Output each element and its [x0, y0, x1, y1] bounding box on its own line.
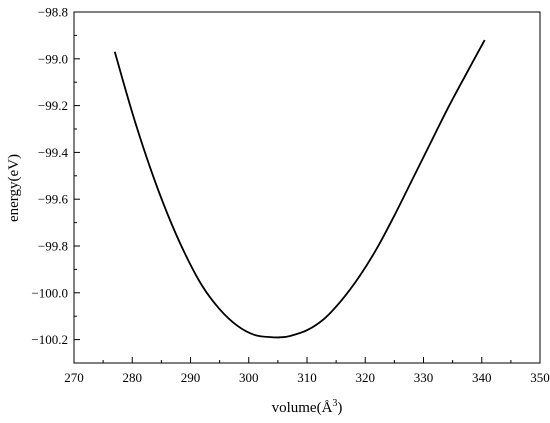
- x-tick-label: 350: [530, 370, 550, 385]
- x-tick-label: 310: [297, 370, 317, 385]
- x-tick-label: 320: [356, 370, 376, 385]
- series-line: [113, 39, 486, 339]
- x-axis-title: volume(Å3): [272, 398, 343, 416]
- x-tick-label: 280: [123, 370, 143, 385]
- y-tick-label: −99.0: [38, 51, 68, 66]
- y-axis-title: energy(eV): [6, 154, 22, 222]
- y-tick-label: −100.0: [31, 285, 68, 300]
- x-tick-label: 300: [239, 370, 259, 385]
- y-axis-ticks: −98.8 −99.0 −99.2 −99.4 −99.6 −99.8 −100.0 −100…: [31, 5, 80, 347]
- x-axis-ticks: 270 280 290 300 310 320 330 340 350: [64, 357, 550, 385]
- x-tick-label: 290: [181, 370, 201, 385]
- y-tick-label: −99.4: [38, 145, 69, 160]
- y-tick-label: −99.6: [38, 192, 69, 207]
- x-tick-label: 330: [414, 370, 434, 385]
- x-tick-label: 270: [64, 370, 84, 385]
- y-tick-label: −98.8: [38, 5, 68, 20]
- series-group: [113, 39, 486, 339]
- y-tick-label: −99.2: [38, 98, 68, 113]
- plot-frame: [73, 11, 541, 364]
- x-axis-title-superscript: 3: [332, 398, 337, 409]
- x-tick-label: 340: [472, 370, 492, 385]
- y-tick-label: −100.2: [31, 332, 68, 347]
- y-tick-label: −99.8: [38, 239, 68, 254]
